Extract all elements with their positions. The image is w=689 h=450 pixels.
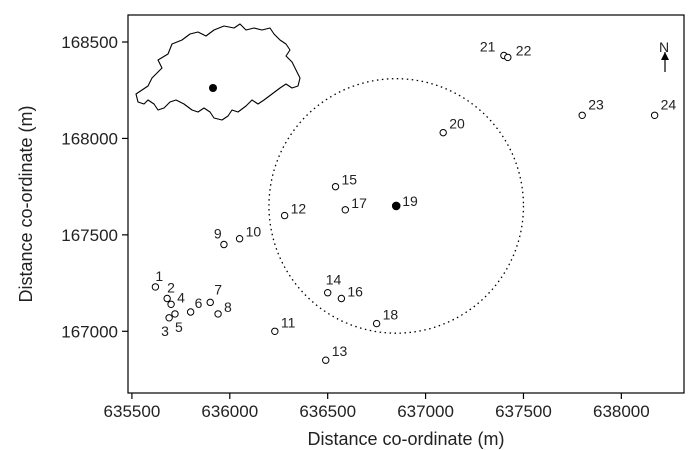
inset-site-marker — [209, 84, 217, 92]
x-tick-label: 635500 — [104, 402, 161, 421]
point-label-5: 5 — [175, 319, 183, 335]
x-tick-label: 637500 — [495, 402, 552, 421]
point-marker-7 — [206, 298, 214, 307]
point-label-13: 13 — [332, 343, 348, 359]
point-marker-10 — [235, 235, 244, 243]
point-label-10: 10 — [246, 224, 262, 240]
point-label-24: 24 — [661, 96, 677, 112]
y-axis: 167000 167500 168000 168500 — [61, 33, 128, 341]
y-tick-label: 168500 — [61, 33, 118, 52]
point-marker-9 — [220, 240, 228, 249]
point-label-18: 18 — [383, 307, 399, 323]
point-label-11: 11 — [281, 314, 296, 330]
point-label-12: 12 — [291, 201, 307, 217]
point-label-9: 9 — [214, 226, 222, 242]
point-marker-20 — [439, 128, 447, 137]
x-axis: 635500 636000 636500 637000 637500 638000 — [104, 393, 650, 421]
point-marker-4 — [167, 300, 175, 308]
point-label-23: 23 — [588, 96, 604, 112]
y-tick-label: 167500 — [61, 226, 118, 245]
y-axis-title: Distance co-ordinate (m) — [16, 105, 36, 302]
point-marker-3 — [165, 314, 173, 322]
point-marker-24 — [650, 111, 659, 119]
x-tick-label: 637000 — [397, 402, 454, 421]
point-marker-23 — [578, 111, 586, 119]
point-marker-19 — [391, 201, 401, 211]
point-label-2: 2 — [167, 280, 175, 296]
switzerland-inset-map — [135, 23, 301, 121]
point-label-1: 1 — [155, 268, 163, 284]
point-label-6: 6 — [195, 295, 203, 311]
point-marker-11 — [271, 327, 279, 335]
point-marker-12 — [280, 211, 289, 220]
point-label-8: 8 — [224, 299, 232, 315]
point-marker-8 — [214, 310, 222, 318]
point-label-14: 14 — [326, 272, 342, 288]
point-label-3: 3 — [161, 323, 169, 339]
radius-circle — [268, 78, 525, 334]
point-label-17: 17 — [351, 195, 367, 211]
point-marker-6 — [186, 308, 195, 316]
point-marker-2 — [163, 294, 171, 303]
point-label-19: 19 — [402, 193, 418, 209]
point-marker-1 — [151, 283, 160, 291]
x-tick-label: 636500 — [299, 402, 356, 421]
north-arrow-label: N — [659, 39, 669, 55]
point-marker-18 — [372, 319, 381, 328]
point-label-20: 20 — [449, 116, 465, 132]
y-tick-label: 168000 — [61, 129, 118, 148]
x-tick-label: 638000 — [593, 402, 650, 421]
plot-area-frame — [127, 14, 685, 394]
y-tick-label: 167000 — [61, 322, 118, 341]
point-label-7: 7 — [214, 281, 222, 297]
point-marker-17 — [341, 206, 350, 214]
point-marker-22 — [504, 53, 512, 62]
point-marker-13 — [322, 356, 330, 364]
point-label-15: 15 — [342, 172, 358, 188]
point-marker-5 — [171, 310, 179, 318]
point-marker-15 — [331, 182, 340, 191]
north-arrow: N — [659, 39, 669, 72]
point-label-4: 4 — [177, 289, 185, 305]
x-tick-label: 636000 — [201, 402, 258, 421]
point-label-21: 21 — [480, 39, 496, 55]
point-marker-14 — [323, 289, 332, 297]
point-marker-16 — [337, 294, 346, 303]
point-label-22: 22 — [516, 42, 532, 58]
x-axis-title: Distance co-ordinate (m) — [307, 429, 504, 449]
switzerland-outline — [135, 23, 301, 121]
point-label-16: 16 — [347, 284, 363, 300]
